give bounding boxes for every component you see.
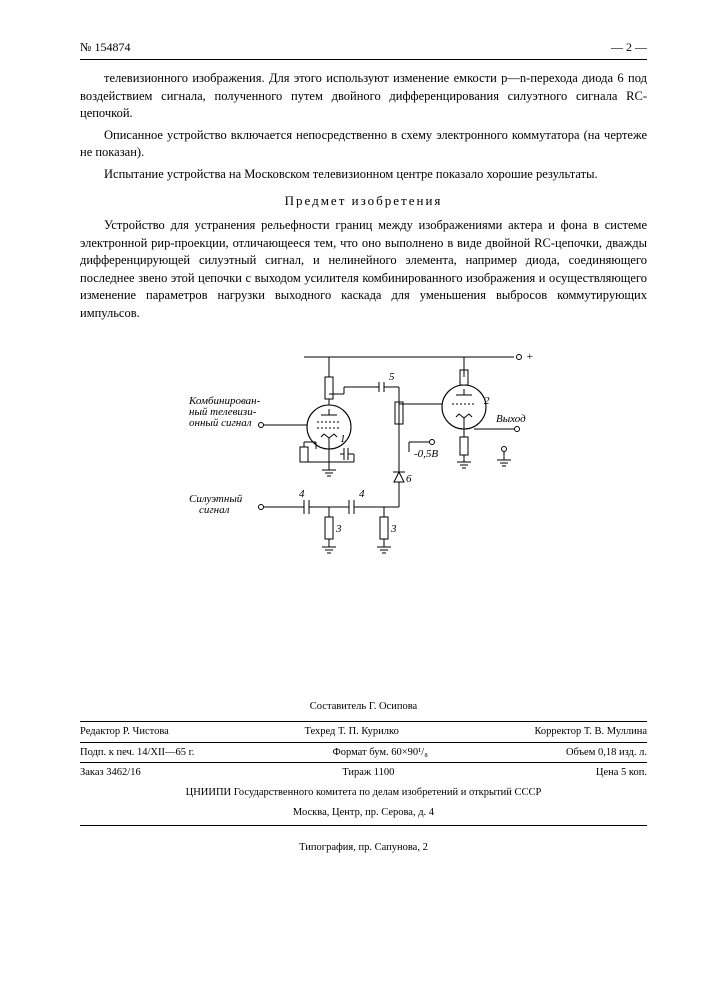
corrector: Корректор Т. В. Муллина <box>534 724 647 740</box>
svg-text:Силуэтный сигнал: Силуэтный сигнал <box>189 493 245 516</box>
label-2: 2 <box>484 395 490 407</box>
circuit-diagram: + <box>80 342 647 577</box>
format: Формат бум. 60×90¹/₈ <box>332 745 427 761</box>
typography: Типография, пр. Сапунова, 2 <box>80 840 647 856</box>
label-4b: 4 <box>359 488 365 500</box>
page-number: — 2 — <box>611 40 647 55</box>
label-4a: 4 <box>299 488 305 500</box>
institute: ЦНИИПИ Государственного комитета по дела… <box>80 783 647 803</box>
editor: Редактор Р. Чистова <box>80 724 169 740</box>
claims-title: Предмет изобретения <box>80 193 647 209</box>
label-3b: 3 <box>390 523 397 535</box>
tech-editor: Техред Т. П. Курилко <box>304 724 398 740</box>
doc-number: № 154874 <box>80 40 130 55</box>
address: Москва, Центр, пр. Серова, д. 4 <box>80 803 647 826</box>
colophon: Составитель Г. Осипова Редактор Р. Чисто… <box>80 697 647 855</box>
order: Заказ 3462/16 <box>80 765 141 781</box>
price: Цена 5 коп. <box>596 765 647 781</box>
volume: Объем 0,18 изд. л. <box>566 745 647 761</box>
label-output: Выход <box>496 413 526 425</box>
compiler: Составитель Г. Осипова <box>80 697 647 717</box>
para-2: Описанное устройство включается непосред… <box>80 127 647 162</box>
sign-date: Подп. к печ. 14/XII—65 г. <box>80 745 194 761</box>
svg-text:Комбинирован- ный те: Комбинирован- ный телевизи- онный сигнал <box>188 395 263 429</box>
label-6: 6 <box>406 473 412 485</box>
para-4: Устройство для устранения рельефности гр… <box>80 217 647 322</box>
print-run: Тираж 1100 <box>342 765 394 781</box>
label-3a: 3 <box>335 523 342 535</box>
label-1: 1 <box>340 433 346 445</box>
label-5: 5 <box>389 371 395 383</box>
svg-text:+: + <box>526 351 533 363</box>
para-1: телевизионного изображения. Для этого ис… <box>80 70 647 123</box>
label-voltage: -0,5В <box>414 448 438 460</box>
para-3: Испытание устройства на Московском телев… <box>80 166 647 184</box>
